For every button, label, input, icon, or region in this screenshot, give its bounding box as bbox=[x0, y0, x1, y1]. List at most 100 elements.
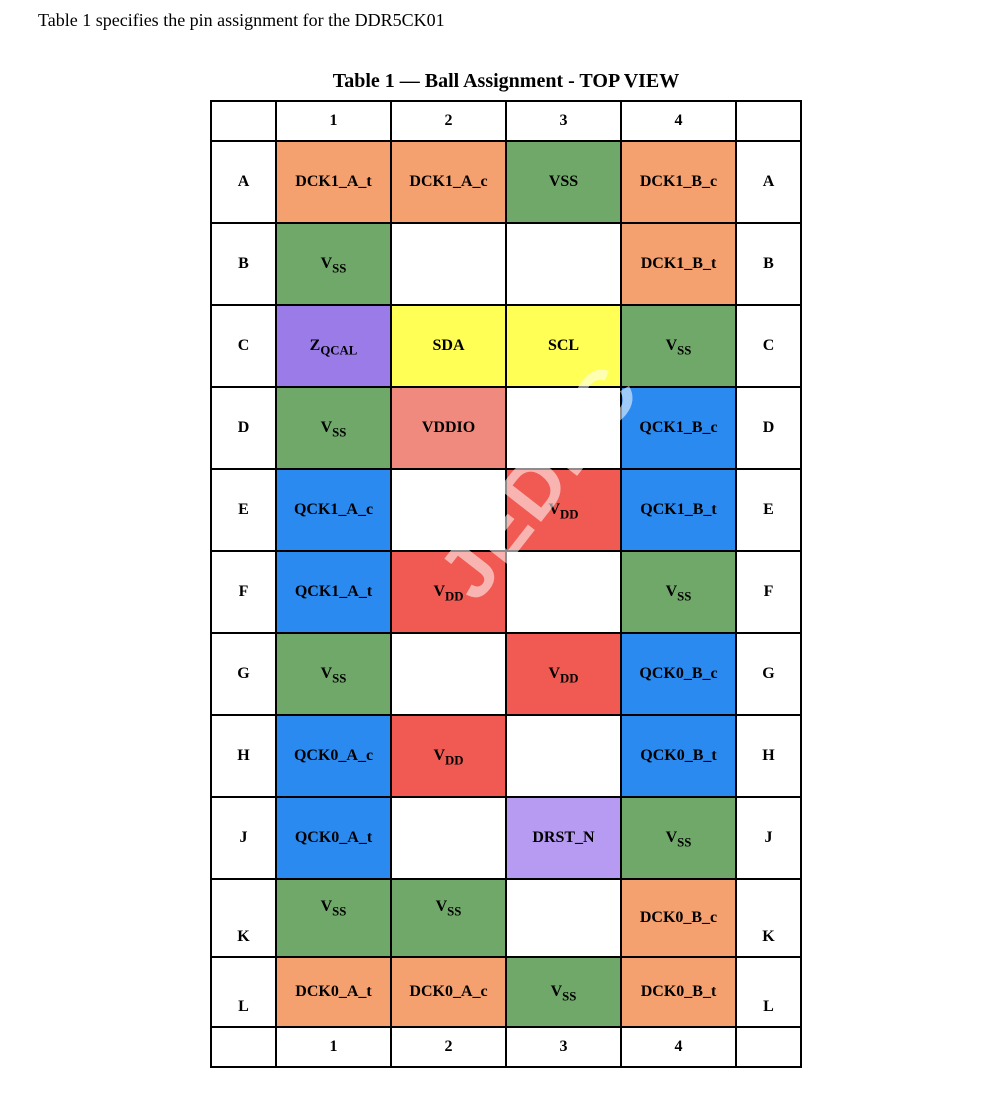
column-label: 2 bbox=[390, 1026, 507, 1068]
ball-cell: DCK1_A_c bbox=[390, 140, 507, 224]
signal-name: V bbox=[320, 665, 333, 682]
signal-name: DCK1_A_c bbox=[409, 173, 488, 190]
ball-cell: VDD bbox=[390, 550, 507, 634]
corner-cell bbox=[735, 100, 802, 142]
row-label: D bbox=[735, 386, 802, 470]
ball-cell: DCK1_B_t bbox=[620, 222, 737, 306]
column-label: 3 bbox=[505, 100, 622, 142]
signal-name: SDA bbox=[432, 337, 465, 354]
ball-cell bbox=[505, 222, 622, 306]
signal-name: DRST_N bbox=[532, 829, 595, 846]
signal-name: DCK0_B_c bbox=[639, 909, 718, 926]
signal-subscript: SS bbox=[562, 989, 577, 1004]
signal-name: QCK0_B_t bbox=[640, 747, 717, 764]
ball-cell bbox=[390, 632, 507, 716]
ball-cell bbox=[505, 550, 622, 634]
signal-name: V bbox=[548, 501, 561, 518]
row-label: E bbox=[210, 468, 277, 552]
row-label: B bbox=[735, 222, 802, 306]
ball-cell: VSS bbox=[390, 878, 507, 958]
signal-name: V bbox=[320, 898, 333, 915]
signal-subscript: DD bbox=[560, 507, 579, 522]
ball-cell: SCL bbox=[505, 304, 622, 388]
ball-row: A DCK1_A_t DCK1_A_c VSS DCK1_B_c A bbox=[210, 140, 802, 224]
signal-subscript: SS bbox=[677, 589, 692, 604]
ball-row: F QCK1_A_t VDD VSS F bbox=[210, 550, 802, 634]
row-label: K bbox=[735, 878, 802, 958]
table-caption: Table 1 — Ball Assignment - TOP VIEW bbox=[332, 70, 680, 92]
ball-cell: VSS bbox=[275, 878, 392, 958]
signal-name: VDDIO bbox=[421, 419, 476, 436]
ball-row: L DCK0_A_t DCK0_A_c VSS DCK0_B_t L bbox=[210, 956, 802, 1028]
signal-name: VSS bbox=[548, 173, 579, 190]
signal-name: DCK0_A_c bbox=[409, 983, 488, 1000]
ball-cell: VDD bbox=[505, 632, 622, 716]
signal-subscript: SS bbox=[332, 904, 347, 919]
ball-cell: ZQCAL bbox=[275, 304, 392, 388]
signal-subscript: DD bbox=[560, 671, 579, 686]
signal-name: SCL bbox=[547, 337, 580, 354]
signal-subscript: QCAL bbox=[320, 343, 358, 358]
ball-cell: VDDIO bbox=[390, 386, 507, 470]
ball-row: C ZQCAL SDA SCL VSS C bbox=[210, 304, 802, 388]
column-label: 4 bbox=[620, 100, 737, 142]
row-label: H bbox=[735, 714, 802, 798]
ball-cell: DCK0_B_c bbox=[620, 878, 737, 958]
signal-name: V bbox=[433, 747, 446, 764]
corner-cell bbox=[210, 1026, 277, 1068]
row-label: K bbox=[210, 878, 277, 958]
ball-cell bbox=[390, 222, 507, 306]
ball-cell: VSS bbox=[505, 956, 622, 1028]
signal-name: QCK1_A_t bbox=[294, 583, 373, 600]
row-label: L bbox=[735, 956, 802, 1028]
ball-cell: VSS bbox=[620, 304, 737, 388]
ball-cell: QCK0_B_c bbox=[620, 632, 737, 716]
ball-row: G VSS VDD QCK0_B_c G bbox=[210, 632, 802, 716]
column-label: 2 bbox=[390, 100, 507, 142]
column-label: 3 bbox=[505, 1026, 622, 1068]
signal-name: V bbox=[665, 583, 678, 600]
ball-cell: VSS bbox=[620, 796, 737, 880]
ball-cell: QCK1_A_c bbox=[275, 468, 392, 552]
signal-name: Z bbox=[309, 337, 321, 354]
ball-row: E QCK1_A_c VDD QCK1_B_t E bbox=[210, 468, 802, 552]
row-label: B bbox=[210, 222, 277, 306]
signal-name: V bbox=[550, 983, 563, 1000]
signal-subscript: SS bbox=[332, 425, 347, 440]
signal-name: V bbox=[665, 829, 678, 846]
signal-subscript: DD bbox=[445, 589, 464, 604]
column-label: 1 bbox=[275, 100, 392, 142]
signal-subscript: SS bbox=[677, 343, 692, 358]
ball-cell bbox=[505, 878, 622, 958]
row-label: A bbox=[735, 140, 802, 224]
ball-row: J QCK0_A_t DRST_N VSS J bbox=[210, 796, 802, 880]
ball-cell: DRST_N bbox=[505, 796, 622, 880]
signal-name: DCK1_B_c bbox=[639, 173, 718, 190]
signal-name: DCK1_A_t bbox=[295, 173, 372, 190]
row-label: J bbox=[735, 796, 802, 880]
signal-name: QCK0_A_c bbox=[293, 747, 374, 764]
signal-name: QCK1_B_t bbox=[640, 501, 717, 518]
row-label: G bbox=[210, 632, 277, 716]
ball-cell: VDD bbox=[505, 468, 622, 552]
ball-row: B VSS DCK1_B_t B bbox=[210, 222, 802, 306]
ball-row: H QCK0_A_c VDD QCK0_B_t H bbox=[210, 714, 802, 798]
signal-subscript: SS bbox=[447, 904, 462, 919]
ball-cell: SDA bbox=[390, 304, 507, 388]
signal-subscript: SS bbox=[332, 671, 347, 686]
ball-cell: VSS bbox=[505, 140, 622, 224]
signal-name: V bbox=[548, 665, 561, 682]
ball-cell: DCK0_A_c bbox=[390, 956, 507, 1028]
row-label: A bbox=[210, 140, 277, 224]
signal-name: V bbox=[320, 255, 333, 272]
signal-name: V bbox=[320, 419, 333, 436]
signal-name: DCK0_A_t bbox=[295, 983, 372, 1000]
row-label: G bbox=[735, 632, 802, 716]
ball-cell: DCK0_A_t bbox=[275, 956, 392, 1028]
ball-cell: VSS bbox=[275, 386, 392, 470]
ball-cell: QCK1_B_t bbox=[620, 468, 737, 552]
row-label: E bbox=[735, 468, 802, 552]
ball-cell bbox=[505, 714, 622, 798]
